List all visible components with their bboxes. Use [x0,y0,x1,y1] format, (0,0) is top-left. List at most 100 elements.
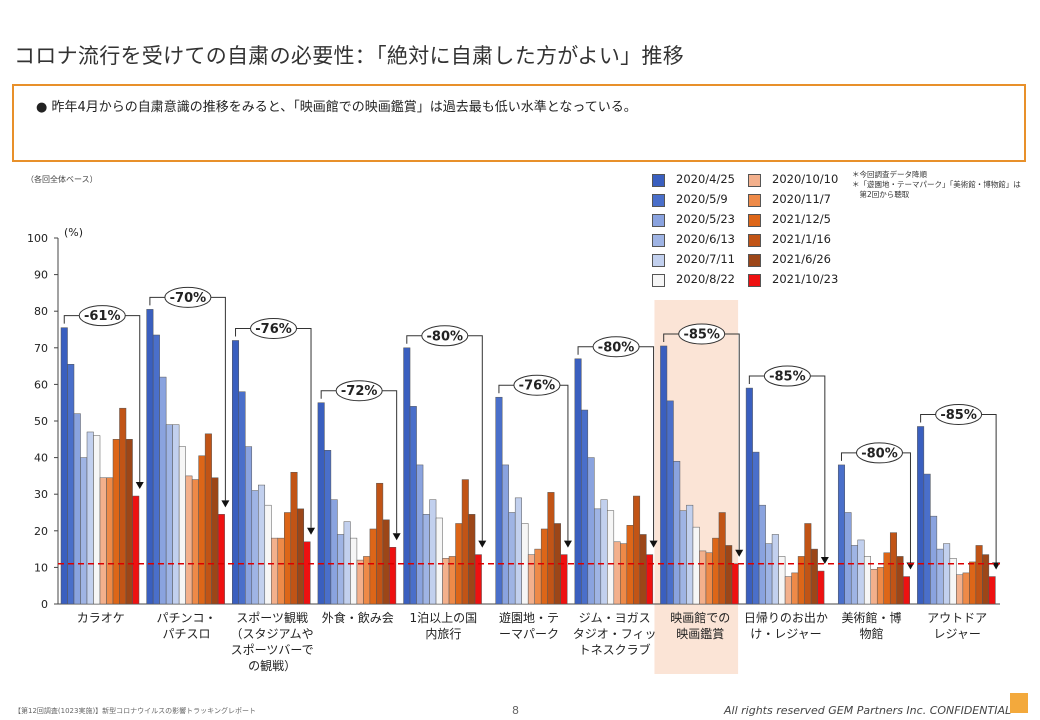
bar [204,433,212,605]
note-line: ＊今回調査データ降順 [852,170,927,179]
category-label: 美術館・博 [842,610,902,625]
category-label: タジオ・フィッ [573,627,657,641]
bar [119,407,127,605]
footer-source: 【第12回調査(1023実施)】新型コロナウイルスの影響トラッキングレポート [14,707,256,715]
bar [330,499,338,605]
bar [73,413,81,605]
bar [495,396,503,605]
note-line: 第2回から聴取 [852,190,910,199]
legend-swatch [652,194,665,207]
bar [369,528,377,605]
bar [876,567,884,605]
change-arrow [735,549,744,557]
bar [350,537,358,605]
bar [198,455,206,605]
bar [172,424,180,605]
bar [666,400,674,605]
y-tick-label: 0 [41,598,48,611]
bar [461,479,469,605]
note-line: ＊「遊園地・テーマパーク」「美術館・博物館」は [852,180,1021,189]
legend-swatch [748,274,761,287]
change-value: -80% [861,446,898,461]
change-arrow [563,540,572,548]
bar [317,402,325,605]
category-label: パチンコ・ [156,611,216,625]
category-label: （スタジアムや [231,627,314,641]
change-bubble [335,380,383,402]
bar [435,517,443,605]
bar [324,450,332,605]
legend-swatch [652,254,665,267]
bar [784,576,792,605]
bar [271,537,279,605]
bar [376,482,384,605]
company-logo-icon [1010,693,1028,713]
category-label: 外食・飲み会 [322,610,394,625]
legend-label: 2020/8/22 [676,272,735,286]
bar [765,543,773,605]
change-bubble [678,323,726,345]
bar [178,446,186,605]
change-value: -70% [170,291,207,306]
bar [60,327,68,605]
legend-label: 2020/11/7 [772,192,831,206]
summary-text: ● 昨年4月からの自粛意識の推移をみると、「映画館での映画鑑賞」は過去最も低い水… [36,100,637,115]
bar [132,495,140,605]
change-value: -61% [84,309,121,324]
bar [923,473,931,605]
bar [917,426,925,605]
summary-box: ● 昨年4月からの自粛意識の推移をみると、「映画館での映画鑑賞」は過去最も低い水… [12,84,1026,162]
legend-label: 2020/10/10 [772,172,839,186]
legend-label: 2020/7/11 [676,252,735,266]
bar [264,504,272,605]
bar [468,514,476,605]
bar [594,508,602,605]
y-axis-unit: (%) [64,226,84,239]
legend-swatch [748,174,761,187]
notes: ＊今回調査データ降順 ＊「遊園地・テーマパーク」「美術館・博物館」は 第2回から… [852,170,1021,200]
bar [771,534,779,605]
bar [626,525,634,605]
bar [975,545,983,605]
bar [258,484,266,605]
bar [534,548,542,605]
category-label: スポーツバーで [231,643,314,657]
change-value: -85% [940,408,977,423]
bar [540,528,548,605]
change-value: -76% [255,322,292,337]
change-value: -80% [598,340,635,355]
bar [692,526,700,605]
bar [758,504,766,605]
change-arrow [307,527,316,535]
bar [607,510,615,605]
change-bubble [935,403,983,425]
change-bubble [421,325,469,347]
y-tick-label: 30 [34,488,48,501]
change-arrow [649,540,658,548]
bar [673,461,681,605]
bar [238,391,246,605]
category-label: カラオケ [77,611,125,625]
bar [639,534,647,605]
bar [382,519,390,605]
bar [284,512,292,605]
bar [416,464,424,605]
category-label: 1泊以上の国 [410,611,478,625]
page-number: 8 [512,704,519,717]
legend-label: 2020/4/25 [676,172,735,186]
bar [962,572,970,605]
bar [297,508,305,605]
bar [837,464,845,605]
bar [613,541,621,605]
bar [474,554,482,605]
legend-label: 2021/12/5 [772,212,831,226]
bar [508,512,516,605]
bar [574,358,582,605]
bar [80,457,88,605]
change-arrow [221,500,230,508]
legend-label: 2021/1/16 [772,232,831,246]
category-label: 映画鑑賞 [676,626,724,641]
bar [99,477,107,605]
bar [191,479,199,605]
bar [442,558,450,605]
